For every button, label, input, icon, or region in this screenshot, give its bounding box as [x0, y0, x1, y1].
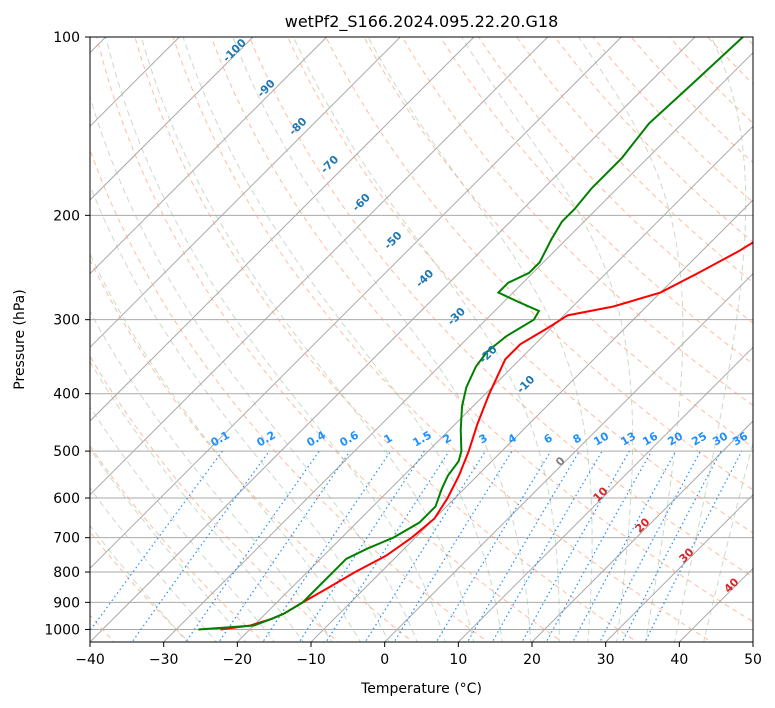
moist-adiabat-line — [182, 37, 503, 642]
isotherm-line — [457, 346, 753, 642]
dry-adiabat-line — [401, 37, 753, 406]
moist-adiabat-line — [90, 524, 188, 642]
dewpoint-profile-line — [198, 37, 744, 631]
isotherm-line — [531, 420, 753, 642]
mixing-ratio-line — [521, 450, 631, 642]
y-tick-label: 500 — [53, 444, 80, 460]
dry-adiabat-line — [287, 37, 753, 534]
mixing-ratio-line — [621, 450, 722, 642]
moist-adiabat-line — [90, 487, 218, 642]
x-tick-label: 40 — [670, 652, 688, 668]
y-tick-label: 200 — [53, 208, 80, 224]
background-lines — [90, 37, 753, 642]
dry-adiabat-line — [325, 37, 753, 491]
moist-adiabat-line — [90, 252, 362, 642]
x-tick-label: −40 — [75, 652, 105, 668]
mixing-ratio-line — [393, 450, 513, 642]
moist-adiabat-line — [232, 37, 532, 642]
axes: −40 −30 −20 −10 0 10 20 30 40 50 1000 900 800 700 600 5… — [44, 30, 762, 668]
isotherm-line — [384, 272, 753, 642]
x-tick-label: 0 — [380, 652, 389, 668]
x-tick-label: −20 — [223, 652, 253, 668]
chart-title: wetPf2_S166.2024.095.22.20.G18 — [285, 12, 559, 32]
mixing-ratio-line — [491, 450, 603, 642]
moist-adiabat-line — [90, 447, 247, 642]
dry-adiabat-line — [516, 37, 753, 284]
x-tick-label: 10 — [449, 652, 467, 668]
y-tick-label: 700 — [53, 531, 80, 547]
y-tick-label: 300 — [53, 313, 80, 329]
y-tick-label: 800 — [53, 565, 80, 581]
moist-adiabat-line — [90, 184, 390, 642]
isotherm-line — [163, 51, 753, 642]
moist-adiabat-line — [703, 440, 753, 642]
x-tick-label: −10 — [296, 652, 326, 668]
plot-frame — [89, 36, 754, 643]
moist-adiabat-line — [674, 37, 747, 642]
moist-adiabat-line — [140, 37, 475, 642]
isotherm-line — [90, 37, 328, 275]
moist-adiabat-line — [293, 37, 560, 642]
mixing-ratio-line — [325, 450, 450, 642]
dry-adiabat-line — [248, 37, 753, 578]
moist-adiabat-line — [90, 360, 305, 642]
y-axis-label: Pressure (hPa) — [12, 289, 28, 389]
series-lines — [198, 37, 753, 631]
mixing-ratio-line — [364, 450, 486, 642]
isotherm-line — [310, 199, 753, 642]
mixing-ratio-line — [298, 450, 425, 642]
dry-adiabat-line — [90, 148, 489, 642]
isotherm-line — [90, 37, 475, 422]
dry-adiabat-line — [96, 37, 564, 642]
temperature-profile-line — [220, 241, 753, 631]
moist-adiabat-line — [90, 406, 276, 642]
x-axis-label: Temperature (°C) — [360, 681, 482, 697]
isotherm-line — [605, 493, 753, 642]
y-tick-label: 1000 — [44, 622, 80, 638]
plot-area — [90, 37, 753, 642]
y-tick-label: 100 — [53, 30, 80, 46]
dry-adiabat-line — [439, 37, 753, 365]
dry-adiabat-line — [90, 355, 339, 642]
dry-adiabat-line — [90, 258, 414, 642]
x-tick-label: 50 — [744, 652, 762, 668]
isotherm-line — [90, 37, 254, 201]
isotherm-line — [90, 37, 549, 496]
y-tick-label: 400 — [53, 387, 80, 403]
isotherm-line — [90, 37, 622, 570]
mixing-ratio-line — [644, 450, 743, 642]
moist-adiabat-line — [461, 37, 634, 642]
y-tick-label: 600 — [53, 491, 80, 507]
mixing-ratio-line — [262, 450, 392, 642]
mixing-ratio-line — [466, 450, 580, 642]
dry-adiabat-line — [134, 37, 638, 642]
moist-adiabat-line — [367, 37, 593, 642]
dry-adiabat-line — [210, 37, 753, 623]
x-tick-label: 20 — [523, 652, 541, 668]
mixing-ratio-line — [435, 450, 552, 642]
mixing-ratio-line — [90, 450, 223, 632]
mixing-ratio-line — [218, 450, 351, 642]
x-tick-label: −30 — [149, 652, 179, 668]
moist-adiabat-line — [105, 37, 447, 642]
moist-adiabat-line — [90, 95, 418, 642]
y-tick-label: 900 — [53, 595, 80, 611]
x-tick-label: 30 — [597, 652, 615, 668]
